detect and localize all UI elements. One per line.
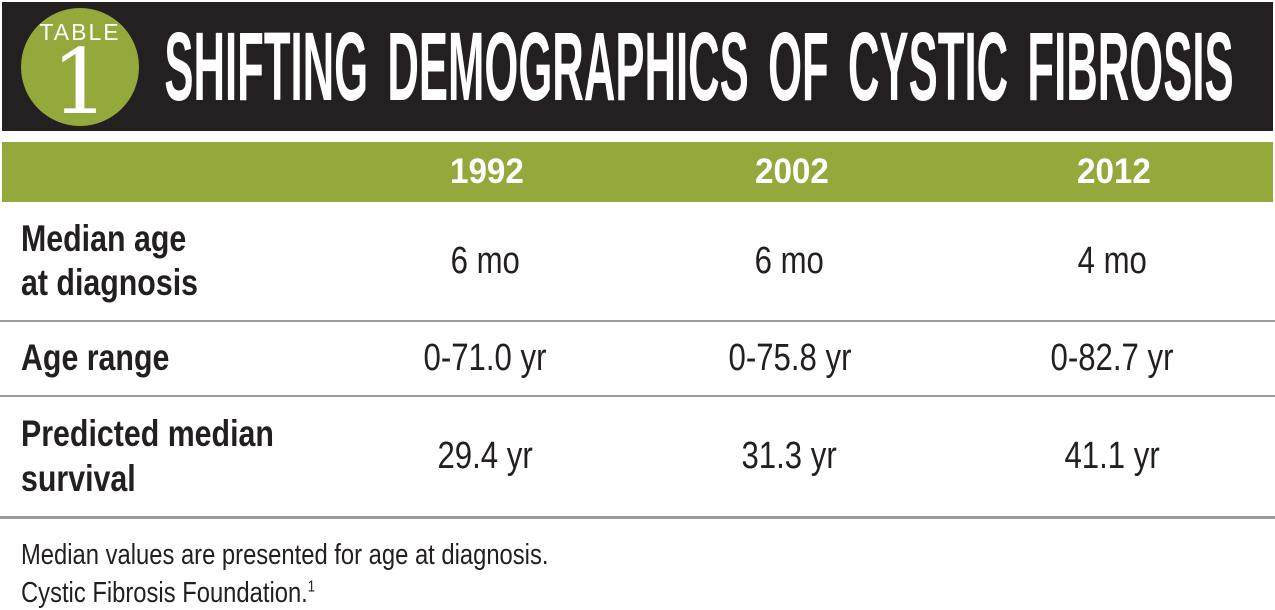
header-bar: TABLE 1 SHIFTING DEMOGRAPHICS OF CYSTIC … <box>2 2 1273 131</box>
column-header-1992: 1992 <box>342 142 632 202</box>
row-label: Predicted median survival <box>21 413 274 499</box>
column-header-row: 1992 2002 2012 <box>2 142 1273 202</box>
footnote-line-2: Cystic Fibrosis Foundation.1 <box>21 574 1049 610</box>
cell-value: 29.4 yr <box>437 435 533 477</box>
cell-value: 0-82.7 yr <box>1050 337 1174 379</box>
table-row-age-range: Age range 0-71.0 yr 0-75.8 yr 0-82.7 yr <box>0 322 1275 397</box>
table-cell: 29.4 yr <box>340 397 630 516</box>
cell-value: 6 mo <box>450 239 520 282</box>
row-label: Median age at diagnosis <box>21 217 199 303</box>
year-label: 1992 <box>450 152 524 191</box>
badge-word: TABLE <box>39 19 121 45</box>
row-label: Age range <box>21 337 170 379</box>
footnote-line-1: Median values are presented for age at d… <box>21 539 549 571</box>
table-row-median-age: Median age at diagnosis 6 mo 6 mo 4 mo <box>0 202 1275 322</box>
badge-number: 1 <box>51 30 109 135</box>
table-cell: 0-75.8 yr <box>630 322 949 395</box>
table-number-badge: TABLE 1 <box>21 8 139 135</box>
cell-value: 0-71.0 yr <box>423 337 547 379</box>
table-cell: 31.3 yr <box>630 397 949 516</box>
year-label: 2002 <box>754 152 829 191</box>
cell-value: 6 mo <box>754 239 825 282</box>
table-cell: 0-71.0 yr <box>340 322 630 395</box>
table-row-predicted-survival: Predicted median survival 29.4 yr 31.3 y… <box>0 397 1275 519</box>
row-header-cell: Median age at diagnosis <box>0 202 340 320</box>
cell-value: 0-75.8 yr <box>728 337 851 379</box>
table-cell: 0-82.7 yr <box>949 322 1275 395</box>
figure-title: SHIFTING DEMOGRAPHICS OF CYSTIC FIBROSIS <box>163 12 1234 121</box>
reference-superscript: 1 <box>307 578 316 596</box>
table-cell: 6 mo <box>340 202 630 320</box>
column-header-spacer <box>2 142 342 202</box>
row-header-cell: Predicted median survival <box>0 397 340 516</box>
footnote-text: Cystic Fibrosis Foundation. <box>21 577 308 610</box>
row-header-cell: Age range <box>0 322 340 395</box>
column-header-2012: 2012 <box>951 142 1275 202</box>
cell-value: 41.1 yr <box>1064 435 1160 477</box>
table-cell: 4 mo <box>949 202 1275 320</box>
table-cell: 41.1 yr <box>949 397 1275 516</box>
footnotes: Median values are presented for age at d… <box>0 519 1275 610</box>
table-cell: 6 mo <box>630 202 949 320</box>
title-wrap: SHIFTING DEMOGRAPHICS OF CYSTIC FIBROSIS <box>2 2 1273 131</box>
cell-value: 31.3 yr <box>741 435 838 477</box>
column-header-2002: 2002 <box>632 142 951 202</box>
cell-value: 4 mo <box>1077 239 1147 282</box>
year-label: 2012 <box>1077 152 1151 191</box>
